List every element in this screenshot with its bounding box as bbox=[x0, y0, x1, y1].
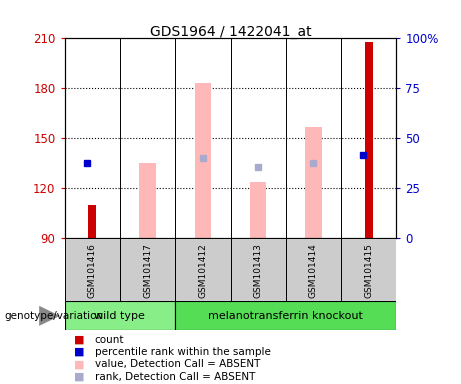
Bar bbox=[65, 301, 175, 330]
Text: ■: ■ bbox=[74, 359, 84, 369]
Bar bbox=[250, 182, 266, 238]
Text: GSM101417: GSM101417 bbox=[143, 243, 152, 298]
Text: GSM101414: GSM101414 bbox=[309, 243, 318, 298]
Text: GDS1964 / 1422041_at: GDS1964 / 1422041_at bbox=[150, 25, 311, 39]
Text: rank, Detection Call = ABSENT: rank, Detection Call = ABSENT bbox=[95, 372, 255, 382]
Text: value, Detection Call = ABSENT: value, Detection Call = ABSENT bbox=[95, 359, 260, 369]
Bar bbox=[139, 163, 156, 238]
Bar bbox=[175, 301, 396, 330]
Text: wild type: wild type bbox=[95, 311, 145, 321]
Bar bbox=[65, 238, 120, 301]
Text: genotype/variation: genotype/variation bbox=[5, 311, 104, 321]
Text: GSM101412: GSM101412 bbox=[198, 243, 207, 298]
Text: melanotransferrin knockout: melanotransferrin knockout bbox=[208, 311, 363, 321]
Text: ■: ■ bbox=[74, 335, 84, 345]
Text: percentile rank within the sample: percentile rank within the sample bbox=[95, 347, 271, 357]
Bar bbox=[88, 205, 96, 238]
Bar bbox=[341, 238, 396, 301]
Text: GSM101416: GSM101416 bbox=[88, 243, 97, 298]
Bar bbox=[365, 42, 373, 238]
Text: GSM101415: GSM101415 bbox=[364, 243, 373, 298]
Text: count: count bbox=[95, 335, 124, 345]
Bar bbox=[305, 127, 322, 238]
Bar bbox=[286, 238, 341, 301]
Bar bbox=[230, 238, 286, 301]
Text: ■: ■ bbox=[74, 347, 84, 357]
Text: GSM101413: GSM101413 bbox=[254, 243, 263, 298]
Bar bbox=[120, 238, 175, 301]
Bar bbox=[195, 83, 211, 238]
Polygon shape bbox=[39, 306, 60, 326]
Text: ■: ■ bbox=[74, 372, 84, 382]
Bar bbox=[175, 238, 230, 301]
